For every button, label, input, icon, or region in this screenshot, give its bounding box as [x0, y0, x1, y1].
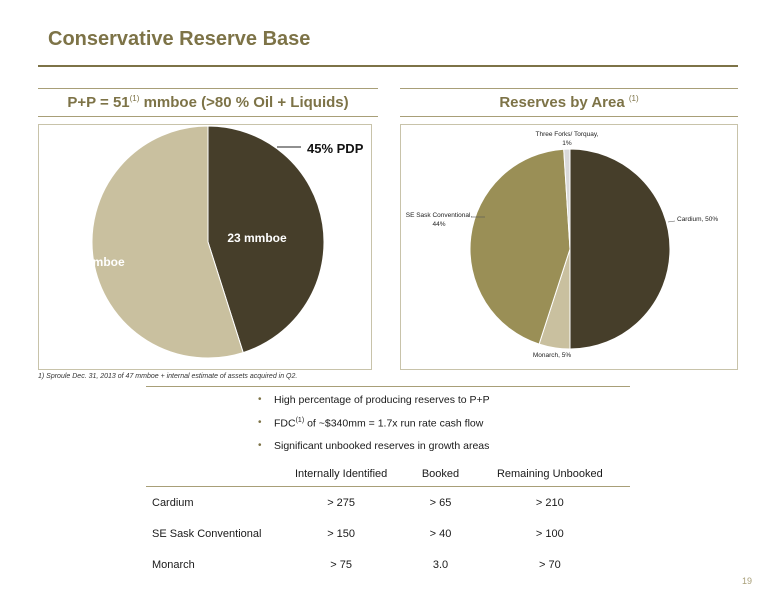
bullet-icon: • — [258, 394, 262, 405]
table-header-cell: Booked — [411, 462, 470, 487]
footnote: 1) Sproule Dec. 31, 2013 of 47 mmboe + i… — [38, 373, 298, 380]
heading-reserves-by-area: Reserves by Area — [499, 94, 629, 111]
bullet-text: FDC — [274, 417, 296, 430]
pdp-callout: 45% PDP — [307, 141, 364, 156]
pie-slice-28-mmboe — [91, 125, 244, 359]
table-cell: > 75 — [330, 558, 352, 571]
table-row: Cardium > 275 > 65 > 210 — [146, 487, 630, 519]
table-cell: SE Sask Conventional — [152, 527, 262, 540]
key-points-list: • High percentage of producing reserves … — [258, 394, 638, 463]
table-header-cell: Remaining Unbooked — [469, 462, 630, 487]
bullet-item: • Significant unbooked reserves in growt… — [258, 440, 638, 463]
heading-footnote-ref: (1) — [129, 94, 140, 103]
pie-slice-label: SE Sask Conventional, — [406, 212, 473, 219]
table-cell: > 40 — [429, 527, 452, 540]
bullet-item: • FDC(1) of ~$340mm = 1.7x run rate cash… — [258, 417, 638, 440]
table-cell: Monarch — [152, 558, 195, 571]
left-heading-top-rule — [38, 88, 378, 89]
bullet-footnote-ref: (1) — [295, 417, 305, 424]
table-header-cell — [146, 462, 271, 487]
pie-slice-label: 1% — [562, 140, 572, 147]
table-cell: > 275 — [327, 496, 356, 509]
table-cell: 3.0 — [432, 558, 449, 571]
bullets-top-rule — [146, 386, 630, 387]
pp-chart-area: 23 mmboe 28 mmboe 45% PDP — [38, 124, 372, 370]
table-row: Monarch > 75 3.0 > 70 — [146, 549, 630, 580]
pp-pie-chart: 23 mmboe 28 mmboe 45% PDP — [65, 125, 364, 359]
table-cell: > 100 — [535, 527, 564, 540]
pie-slice-cardium-50 — [569, 148, 671, 350]
slide-title: Conservative Reserve Base — [48, 28, 311, 50]
heading-detail: mmboe (>80 % Oil + Liquids) — [139, 94, 349, 111]
page-number: 19 — [741, 576, 752, 586]
pie-data-label: 23 mmboe — [227, 231, 287, 245]
heading-footnote-ref: (1) — [628, 94, 639, 103]
table-header-row: Internally Identified Booked Remaining U… — [146, 462, 630, 487]
right-heading-top-rule — [400, 88, 738, 89]
pie-slice-23-mmboe — [207, 125, 325, 354]
table-cell: > 70 — [538, 558, 561, 571]
bullet-text: Significant unbooked reserves in growth … — [274, 440, 490, 452]
pie-slice-label: 44% — [432, 221, 445, 228]
left-section-heading: P+P = 51(1) mmboe (>80 % Oil + Liquids) — [38, 94, 378, 111]
right-section-heading: Reserves by Area (1) — [400, 94, 738, 111]
table-cell: > 150 — [327, 527, 356, 540]
table-cell: > 210 — [535, 496, 564, 509]
pie-slice-label: Monarch, 5% — [533, 352, 572, 359]
unbooked-reserves-table: Internally Identified Booked Remaining U… — [146, 462, 630, 580]
bullet-icon: • — [258, 440, 262, 451]
bullet-text: High percentage of producing reserves to… — [274, 394, 490, 406]
pie-slice-label: Cardium, 50% — [677, 216, 718, 223]
table-row: SE Sask Conventional > 150 > 40 > 100 — [146, 518, 630, 549]
left-heading-bottom-rule — [38, 116, 378, 117]
bullet-icon: • — [258, 417, 262, 428]
title-divider — [38, 65, 738, 67]
bullet-item: • High percentage of producing reserves … — [258, 394, 638, 417]
heading-total: P+P = 51 — [67, 94, 130, 111]
table-cell: Cardium — [152, 496, 194, 509]
pie-slice-three-forks-torquay-1 — [563, 148, 571, 250]
area-pie-chart: Cardium, 50% Monarch, 5% SE Sask Conventio… — [406, 131, 719, 359]
table-cell: > 65 — [429, 496, 452, 509]
pie-data-label: 28 mmboe — [65, 255, 125, 269]
bullet-text: of ~$340mm = 1.7x run rate cash flow — [304, 417, 484, 430]
pie-slice-label: Three Forks/ Torquay, — [536, 131, 599, 138]
right-heading-bottom-rule — [400, 116, 738, 117]
pie-slice-se-sask-conventional-44 — [469, 148, 571, 345]
area-chart-area: Cardium, 50% Monarch, 5% SE Sask Conventio… — [400, 124, 738, 370]
table-header-cell: Internally Identified — [271, 462, 412, 487]
label-leader-line — [667, 220, 676, 223]
